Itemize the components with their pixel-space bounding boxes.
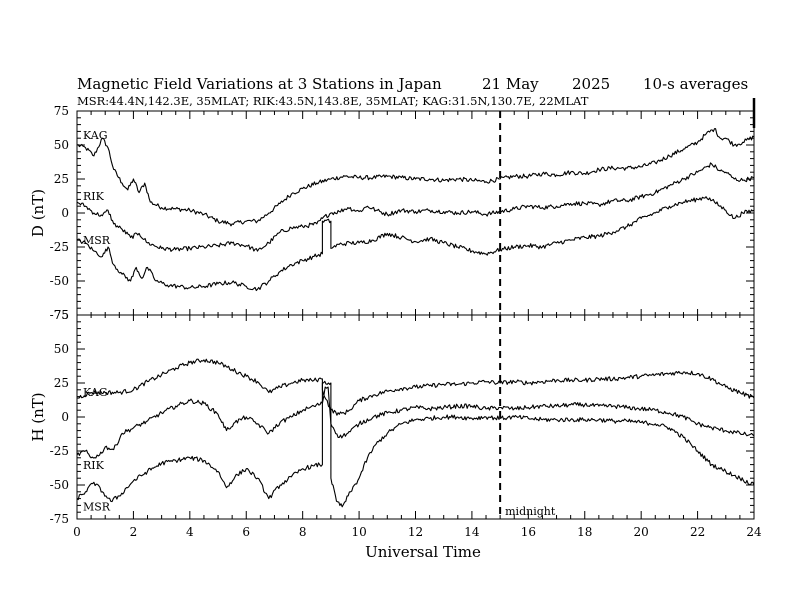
- x-tick-label: 16: [521, 525, 536, 539]
- series-line-rik: [76, 162, 755, 252]
- d-panel: 75 50 25 0 -25 -50 -75 D (nT) KAG RIK MSR: [29, 104, 755, 322]
- midnight-label: midnight: [505, 505, 556, 518]
- series-label-msr: MSR: [83, 234, 111, 247]
- series-line-kag: [76, 128, 755, 227]
- x-tick-label: 18: [577, 525, 592, 539]
- chart-title-date: 21 May: [482, 75, 539, 93]
- x-tick-label: 0: [73, 525, 81, 539]
- y-tick-label: -25: [50, 444, 69, 458]
- x-tick-label: 4: [186, 525, 194, 539]
- x-axis: 0 2 4 6 8 10 12 14 16 18 20 22 24: [73, 98, 762, 539]
- series-label-rik: RIK: [83, 190, 105, 203]
- chart-title-averaging: 10-s averages: [643, 75, 748, 93]
- y-tick-label: 25: [54, 376, 69, 390]
- y-tick-label: 0: [61, 206, 69, 220]
- chart-title-year: 2025: [572, 75, 610, 93]
- y-tick-label: 75: [54, 308, 69, 322]
- chart-subtitle: MSR:44.4N,142.3E, 35MLAT; RIK:43.5N,143.…: [77, 94, 589, 108]
- series-label-kag: KAG: [83, 386, 108, 399]
- x-axis-title: Universal Time: [365, 543, 481, 561]
- series-line-msr: [76, 196, 755, 292]
- y-tick-label: 50: [54, 342, 69, 356]
- series-line-rik: [76, 386, 755, 459]
- y-tick-label: 50: [54, 138, 69, 152]
- y-axis-title: H (nT): [29, 392, 47, 441]
- panel-frame: [76, 314, 755, 520]
- series-line-msr: [76, 380, 755, 508]
- series-label-rik: RIK: [83, 459, 105, 472]
- x-tick-label: 6: [242, 525, 250, 539]
- y-tick-label: -75: [50, 512, 69, 526]
- x-tick-label: 8: [299, 525, 307, 539]
- y-tick-label: -75: [50, 308, 69, 322]
- series-line-kag: [76, 358, 755, 416]
- x-tick-label: 10: [351, 525, 366, 539]
- x-tick-label: 22: [690, 525, 705, 539]
- x-tick-label: 2: [130, 525, 138, 539]
- series-label-msr: MSR: [83, 501, 111, 514]
- y-tick-label: 25: [54, 172, 69, 186]
- y-axis-title: D (nT): [29, 189, 47, 237]
- panel-frame: [76, 110, 755, 316]
- x-tick-label: 24: [746, 525, 762, 539]
- h-panel: 75 50 25 0 -25 -50 -75 H (nT) KAG RIK MSR: [29, 308, 755, 526]
- series-label-kag: KAG: [83, 129, 108, 142]
- y-tick-label: 75: [54, 104, 69, 118]
- y-tick-label: -50: [50, 478, 69, 492]
- y-tick-label: 0: [61, 410, 69, 424]
- x-tick-label: 20: [634, 525, 649, 539]
- x-tick-label: 12: [408, 525, 423, 539]
- chart-title: Magnetic Field Variations at 3 Stations …: [77, 75, 442, 93]
- x-tick-label: 14: [464, 525, 480, 539]
- y-tick-label: -25: [50, 240, 69, 254]
- y-tick-label: -50: [50, 274, 69, 288]
